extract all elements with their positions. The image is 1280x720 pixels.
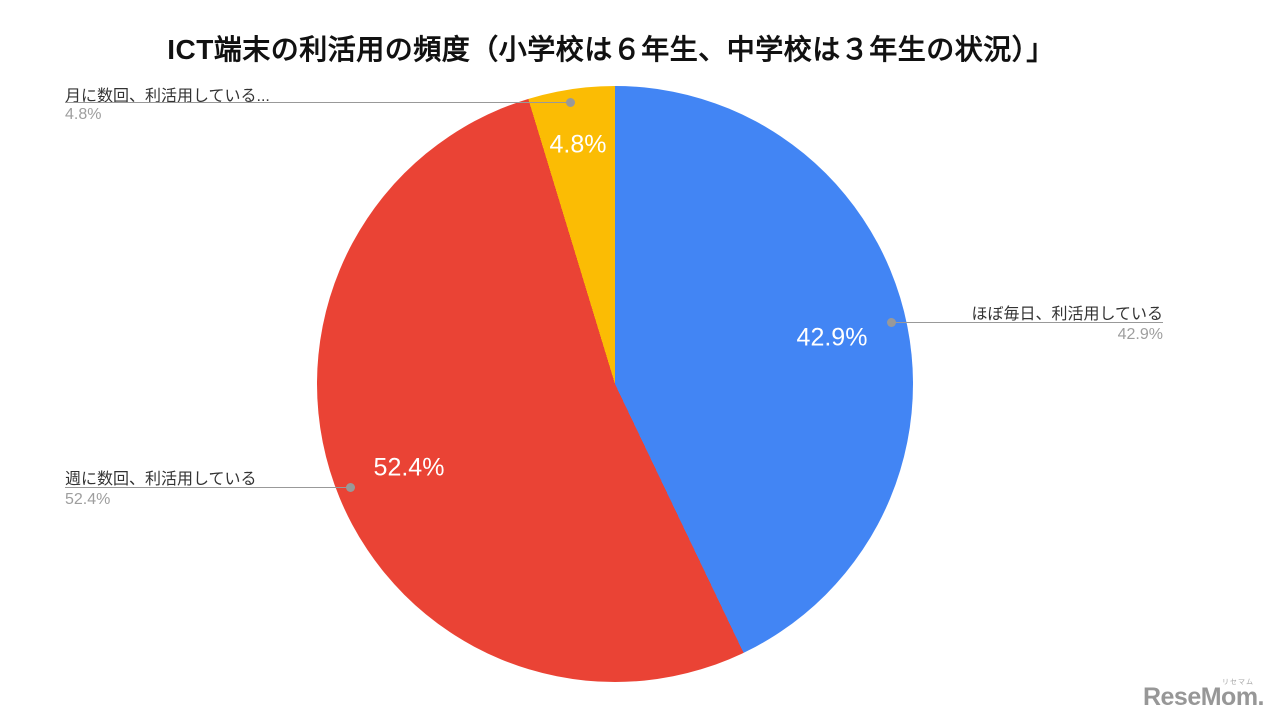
resemom-logo: リセマム ReseMom. [1142,679,1265,711]
slice-value-daily: 42.9% [796,323,868,352]
callout-pct-daily: 42.9% [1117,326,1163,343]
anchor-dot-daily [887,318,896,327]
resemom-logo-text: ReseMom. [1142,683,1265,711]
callout-pct-monthly: 4.8% [65,106,102,123]
callout-label-monthly: 月に数回、利活用している... [65,88,270,105]
resemom-logo-ruby: リセマム [1222,679,1254,686]
anchor-dot-weekly [346,483,355,492]
leader-line-daily [892,322,1163,323]
callout-pct-weekly: 52.4% [65,491,111,508]
anchor-dot-monthly [566,98,575,107]
chart-title: ICT端末の利活用の頻度（小学校は６年生、中学校は３年生の状況）」 [167,34,1055,65]
pie-chart [317,86,913,682]
slice-value-weekly: 52.4% [373,453,445,482]
leader-line-monthly [65,102,571,103]
slice-value-monthly: 4.8% [549,130,607,159]
callout-label-daily: ほぼ毎日、利活用している [971,306,1163,323]
callout-label-weekly: 週に数回、利活用している [65,471,257,488]
leader-line-weekly [65,487,351,488]
